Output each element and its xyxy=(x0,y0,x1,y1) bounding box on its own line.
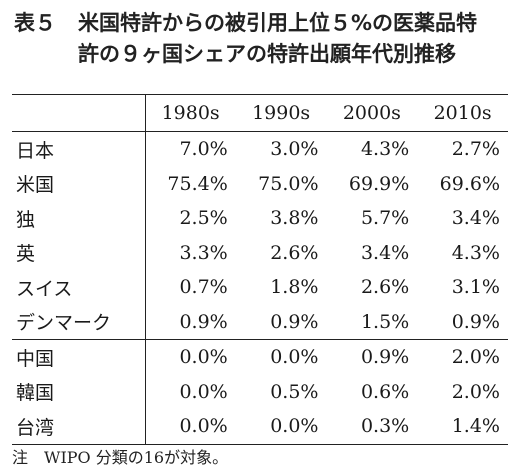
caption-line-1: 米国特許からの被引用上位５%の医薬品特 xyxy=(78,11,478,35)
table-row: デンマーク 0.9% 0.9% 1.5% 0.9% xyxy=(12,304,508,340)
table-cell: 4.3% xyxy=(451,241,500,264)
table-cell: 2.6% xyxy=(270,241,319,264)
table-cell: 3.4% xyxy=(451,207,500,230)
table-cell: 0.9% xyxy=(270,310,319,333)
table-number: 表５ xyxy=(14,11,56,35)
table-cell: 5.7% xyxy=(360,207,410,230)
table-caption: 表５ 米国特許からの被引用上位５%の医薬品特 許の９ヶ国シェアの特許出願年代別推移 xyxy=(14,8,510,70)
table-cell: 0.5% xyxy=(270,380,319,403)
table-cell: 75.0% xyxy=(258,172,319,195)
table-cell: 1.5% xyxy=(360,310,410,333)
row-label: 韓国 xyxy=(12,374,146,409)
caption-line-2: 許の９ヶ国シェアの特許出願年代別推移 xyxy=(78,42,456,66)
row-label: 中国 xyxy=(12,339,146,375)
row-label: 日本 xyxy=(12,131,146,167)
table-cell: 0.0% xyxy=(235,409,327,445)
row-label: デンマーク xyxy=(12,304,146,340)
table-cell: 1.4% xyxy=(417,409,508,445)
row-label: 独 xyxy=(12,201,146,236)
table-cell: 0.0% xyxy=(145,339,236,375)
table-cell: 3.0% xyxy=(270,138,319,161)
table-cell: 2.0% xyxy=(417,339,508,375)
header-row: 1980s 1990s 2000s 2010s xyxy=(12,94,508,132)
table-row: 米国 75.4% 75.0% 69.9% 69.6% xyxy=(12,166,508,201)
table-cell: 7.0% xyxy=(179,138,228,161)
table-cell: 0.6% xyxy=(360,380,410,403)
column-header: 2000s xyxy=(326,94,418,132)
table-cell: 3.4% xyxy=(360,241,410,264)
column-header: 1980s xyxy=(145,94,236,132)
table-row: 英 3.3% 2.6% 3.4% 4.3% xyxy=(12,235,508,270)
table-row: 台湾 0.0% 0.0% 0.3% 1.4% xyxy=(12,409,508,445)
table-cell: 69.6% xyxy=(439,172,500,195)
table-footnote: 注 WIPO 分類の16が対象。 xyxy=(12,448,229,467)
table-cell: 75.4% xyxy=(167,172,228,195)
table-cell: 0.9% xyxy=(179,310,228,333)
table-cell: 3.1% xyxy=(451,276,500,299)
table-row: 独 2.5% 3.8% 5.7% 3.4% xyxy=(12,201,508,236)
row-label: 英 xyxy=(12,235,146,270)
table-cell: 1.8% xyxy=(270,276,319,299)
patent-share-table: 1980s 1990s 2000s 2010s 日本 7.0% 3.0% 4.3… xyxy=(12,94,508,445)
table-cell: 0.9% xyxy=(451,310,500,333)
table-cell: 2.7% xyxy=(451,138,500,161)
table-cell: 2.6% xyxy=(360,276,410,299)
column-header: 2010s xyxy=(417,94,508,132)
table-cell: 69.9% xyxy=(348,172,410,195)
column-header: 1990s xyxy=(235,94,327,132)
row-label: 米国 xyxy=(12,166,146,201)
table-row: 中国 0.0% 0.0% 0.9% 2.0% xyxy=(12,339,508,375)
table-row: 日本 7.0% 3.0% 4.3% 2.7% xyxy=(12,131,508,167)
table-cell: 4.3% xyxy=(360,138,410,161)
table-cell: 3.8% xyxy=(270,207,319,230)
table-cell: 0.7% xyxy=(179,276,228,299)
table-row: スイス 0.7% 1.8% 2.6% 3.1% xyxy=(12,270,508,305)
row-label: 台湾 xyxy=(12,409,146,445)
table-cell: 0.3% xyxy=(326,409,418,445)
table-cell: 0.0% xyxy=(145,409,236,445)
table-cell: 2.5% xyxy=(179,207,228,230)
table-cell: 0.0% xyxy=(179,380,228,403)
table-cell: 0.9% xyxy=(326,339,418,375)
table-row: 韓国 0.0% 0.5% 0.6% 2.0% xyxy=(12,374,508,409)
table-cell: 0.0% xyxy=(235,339,327,375)
table-cell: 3.3% xyxy=(179,241,228,264)
table-cell: 2.0% xyxy=(451,380,500,403)
header-corner-cell xyxy=(12,94,146,132)
row-label: スイス xyxy=(12,270,146,305)
